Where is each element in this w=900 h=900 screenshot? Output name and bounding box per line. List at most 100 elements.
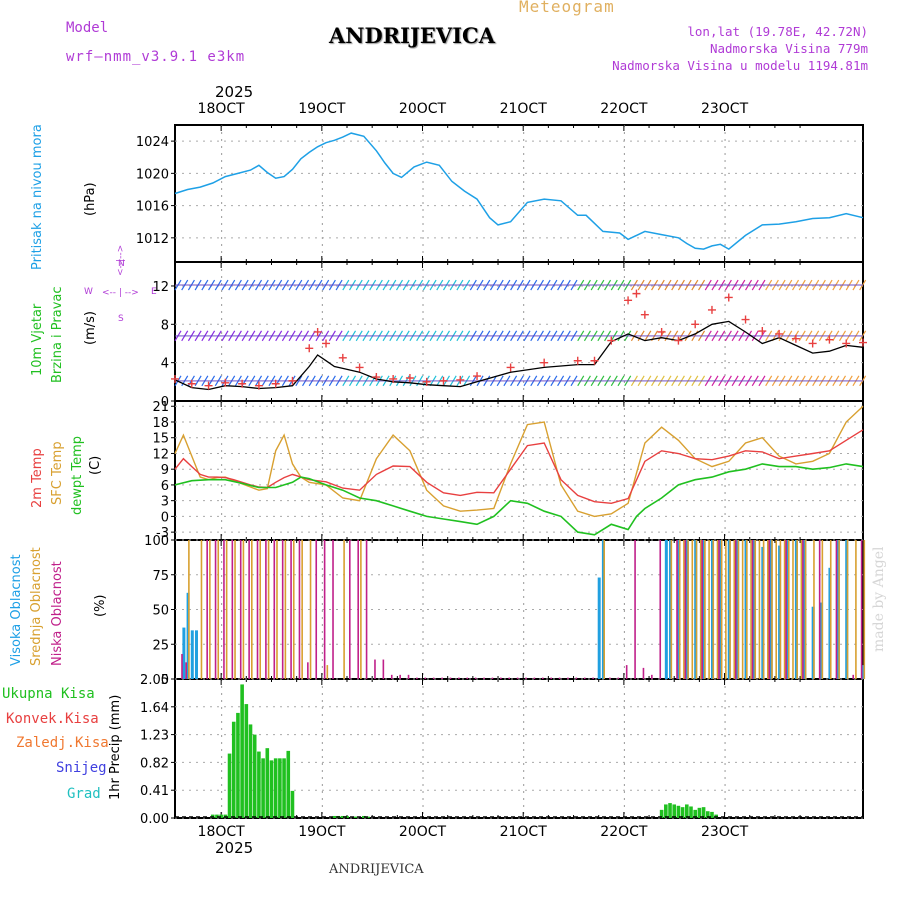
cloud-bar (298, 540, 301, 679)
gust-marker (171, 374, 179, 383)
cloud-bar (651, 674, 653, 679)
compass-west: W (84, 287, 93, 297)
precip-legend-total: Ukupna Kisa (2, 686, 95, 702)
compass-south: S (118, 314, 124, 324)
y-tick-label: 0.41 (140, 784, 169, 799)
sfc-temp-line (174, 405, 864, 518)
cloud-bar (733, 540, 736, 679)
gust-marker (473, 372, 482, 381)
cloud-bar (634, 540, 636, 679)
elevation-label: Nadmorska Visina 779m (709, 41, 868, 56)
cloud-bar (399, 674, 401, 679)
compass-arrows-ew: <-- | --> (102, 288, 139, 298)
cloud-bar (855, 540, 857, 679)
cloud-bar (701, 540, 703, 679)
cloud-bar (182, 627, 186, 679)
cloud-bar (609, 677, 611, 679)
y-tick-label: 12 (152, 280, 169, 295)
gust-marker (573, 356, 582, 365)
cloud-bar (683, 540, 685, 679)
precip-bar (286, 750, 291, 818)
footer-station: ANDRIJEVICA (329, 862, 424, 877)
gust-marker (741, 315, 750, 324)
precip-legend-frz: Zaledj.Kisa (16, 735, 109, 751)
y-tick-label: 0 (161, 510, 169, 525)
cloud-bar (239, 540, 242, 679)
precip-bar (701, 807, 706, 818)
cloud-bar (200, 540, 203, 679)
precip-bar (227, 753, 232, 818)
precip-bar (269, 760, 274, 818)
cloud-bar (818, 540, 821, 679)
model-name: wrf–nmm_v3.9.1 e3km (66, 49, 246, 65)
cloud-bar (281, 540, 284, 679)
precip-bar (689, 806, 693, 818)
cloud-bar (746, 540, 748, 679)
gust-marker (405, 373, 414, 382)
cloud-bar (516, 677, 519, 679)
y-tick-label: 6 (161, 479, 169, 494)
top-day-label: 21OCT (500, 101, 548, 117)
cloud-bar (525, 677, 527, 679)
cloud-bar (771, 540, 773, 679)
cloud-bar (567, 677, 569, 679)
bottom-year-label: 2025 (215, 839, 254, 857)
cloud-bar (734, 540, 737, 679)
gust-marker (355, 363, 364, 372)
gust-marker (842, 339, 851, 348)
gust-marker (624, 296, 633, 305)
cloud-bar (699, 540, 702, 679)
wind-speed-line (174, 320, 864, 391)
y-tick-label: -3 (156, 526, 169, 541)
top-day-label: 20OCT (399, 101, 447, 117)
gust-marker (271, 379, 280, 388)
gust-marker (859, 338, 867, 347)
precip-bar (659, 809, 664, 818)
gust-marker (640, 310, 649, 319)
cloud-bar (708, 540, 710, 679)
cloud-bar (783, 540, 786, 679)
y-tick-label: 4 (161, 357, 169, 372)
cloud-bar (474, 677, 477, 679)
dewpoint-line (174, 463, 864, 536)
2m-temp-line (174, 429, 864, 505)
cloud-bar (424, 677, 427, 679)
cloud-bar (642, 667, 645, 679)
cloud-bar (659, 540, 662, 679)
precip-bar (680, 807, 685, 818)
y-tick-label: 1020 (136, 167, 169, 182)
y-tick-label: 12 (152, 447, 169, 462)
cloud-bar (466, 677, 469, 679)
gust-marker (238, 379, 247, 388)
cloud-bar (741, 540, 744, 679)
cloud-bar (787, 540, 790, 679)
cloud-bar (550, 677, 552, 679)
y-tick-label: 9 (161, 463, 169, 478)
precip-bar (705, 811, 710, 818)
cloud-bar (695, 540, 698, 679)
cloud-bar (483, 677, 485, 679)
precip-bar (664, 804, 668, 818)
gust-marker (338, 353, 347, 362)
precip-bar (265, 748, 270, 818)
cloud-bar (248, 540, 250, 679)
cloud-bar (273, 540, 276, 679)
gust-marker (808, 339, 817, 348)
precip-bar (257, 751, 261, 818)
cloud-bar (758, 540, 761, 679)
cloud-bar (432, 677, 435, 679)
cloud-bar (265, 540, 267, 679)
gust-marker (657, 327, 666, 336)
precip-bar (282, 758, 286, 818)
precip-bar (261, 758, 265, 818)
y-tick-label: 1016 (136, 200, 169, 215)
y-tick-label: 1024 (136, 135, 169, 150)
cloud-bar (664, 540, 668, 679)
precip-bar (672, 804, 677, 818)
cloud-bar (307, 662, 309, 679)
cloud-bar (716, 540, 719, 679)
cloud-bar (863, 540, 866, 679)
cloud-bar (720, 540, 723, 679)
cloud-bar (343, 540, 345, 679)
cloud-bar (684, 540, 687, 679)
